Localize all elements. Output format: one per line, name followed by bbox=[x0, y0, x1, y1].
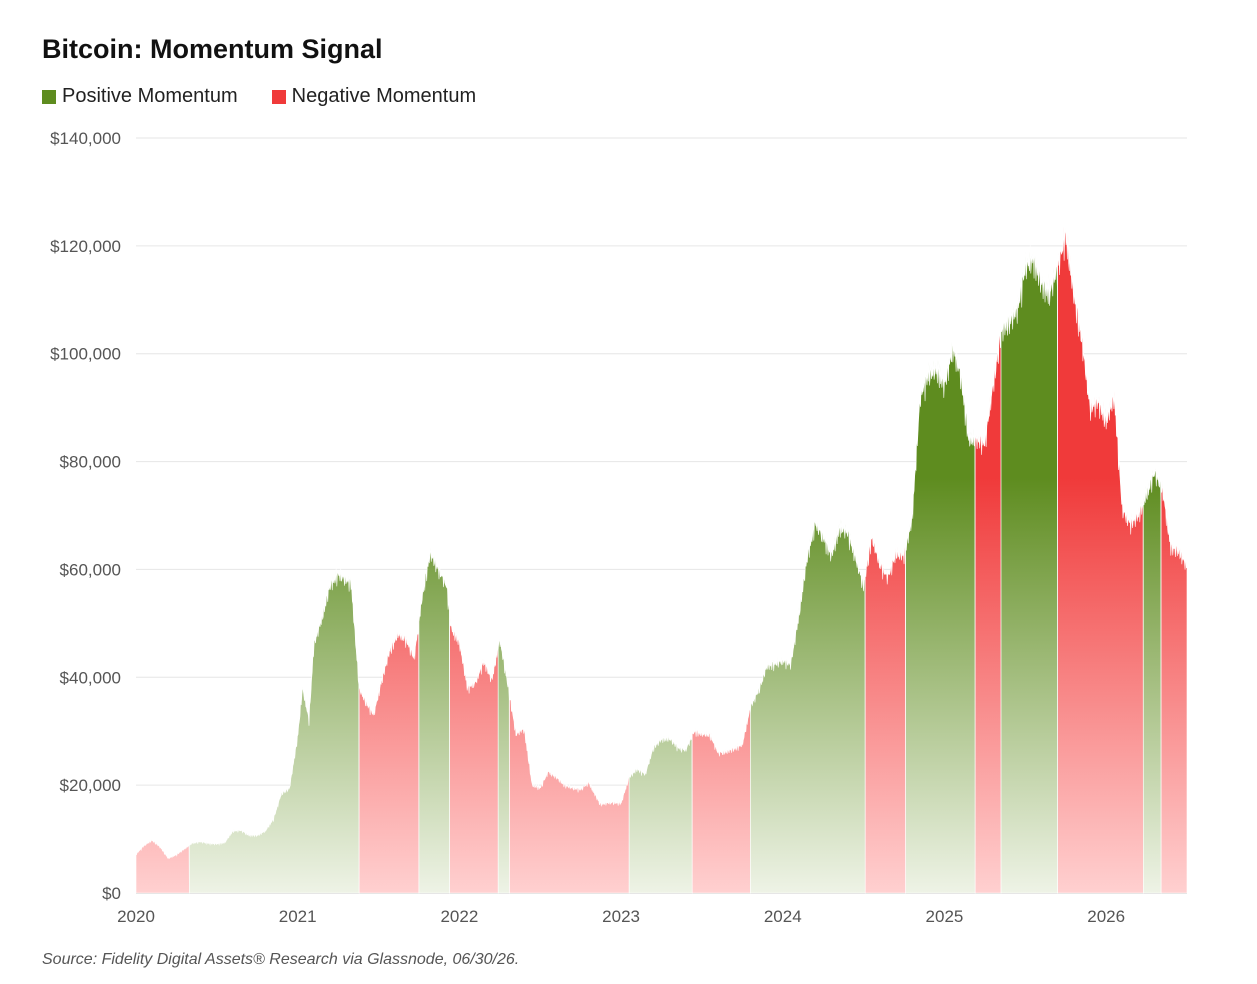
negative-momentum-region bbox=[864, 534, 906, 894]
y-tick-label: $40,000 bbox=[60, 668, 121, 687]
x-tick-label: 2021 bbox=[279, 907, 317, 926]
positive-momentum-region bbox=[628, 733, 693, 894]
momentum-regions bbox=[135, 226, 1188, 894]
negative-momentum-region bbox=[135, 838, 190, 894]
x-tick-label: 2023 bbox=[602, 907, 640, 926]
legend-swatch-positive bbox=[42, 89, 56, 104]
x-tick-label: 2020 bbox=[117, 907, 155, 926]
negative-momentum-region bbox=[974, 326, 1002, 894]
legend-label-positive: Positive Momentum bbox=[62, 85, 238, 107]
positive-momentum-region bbox=[1000, 245, 1058, 894]
y-tick-label: $80,000 bbox=[60, 453, 121, 472]
y-tick-label: $0 bbox=[102, 884, 121, 903]
x-axis-ticks: 2020 2021 2022 2023 2024 2025 2026 bbox=[117, 907, 1125, 926]
y-tick-label: $100,000 bbox=[50, 345, 121, 364]
negative-momentum-region bbox=[449, 609, 499, 894]
legend-label-negative: Negative Momentum bbox=[291, 85, 477, 107]
positive-momentum-region bbox=[497, 639, 510, 894]
y-tick-label: $60,000 bbox=[60, 560, 121, 579]
negative-momentum-region bbox=[1057, 226, 1144, 894]
legend: Positive Momentum Negative Momentum bbox=[42, 85, 476, 108]
chart-title: Bitcoin: Momentum Signal bbox=[42, 34, 383, 64]
y-tick-label: $20,000 bbox=[60, 776, 121, 795]
legend-swatch-negative bbox=[271, 89, 286, 104]
legend-item-positive: Positive Momentum bbox=[42, 85, 238, 108]
x-tick-label: 2022 bbox=[440, 907, 478, 926]
positive-momentum-region bbox=[418, 547, 450, 894]
x-tick-label: 2025 bbox=[926, 907, 964, 926]
positive-momentum-region bbox=[189, 567, 360, 894]
negative-momentum-region bbox=[509, 697, 630, 894]
x-tick-label: 2024 bbox=[764, 907, 802, 926]
positive-momentum-region bbox=[905, 331, 976, 894]
y-axis-ticks: $0 $20,000 $40,000 $60,000 $80,000 $100,000 $1… bbox=[50, 129, 121, 903]
x-tick-label: 2026 bbox=[1087, 907, 1125, 926]
source-note: Source: Fidelity Digital Assets® Researc… bbox=[42, 951, 520, 968]
positive-momentum-region bbox=[1143, 468, 1162, 894]
positive-momentum-region bbox=[750, 518, 866, 894]
negative-momentum-region bbox=[358, 615, 420, 894]
y-tick-label: $140,000 bbox=[50, 129, 121, 148]
negative-momentum-region bbox=[1160, 480, 1188, 894]
negative-momentum-region bbox=[691, 706, 751, 894]
legend-item-negative: Negative Momentum bbox=[271, 85, 477, 108]
y-tick-label: $120,000 bbox=[50, 237, 121, 256]
